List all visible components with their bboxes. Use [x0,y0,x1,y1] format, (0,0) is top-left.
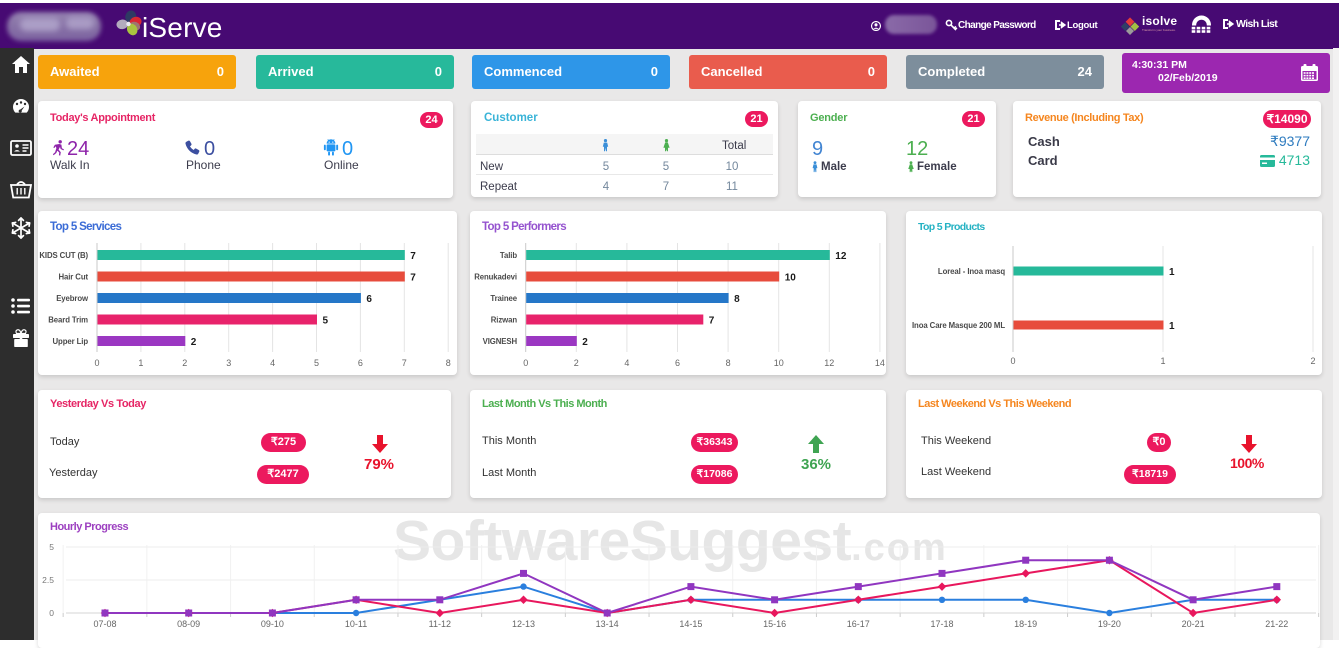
svg-text:16-17: 16-17 [847,619,870,629]
svg-text:1: 1 [1169,321,1175,332]
svg-text:5: 5 [323,316,329,327]
svg-text:0: 0 [1010,356,1015,366]
svg-text:8: 8 [446,358,451,368]
svg-text:19-20: 19-20 [1098,619,1121,629]
svg-text:Loreal - Inoa masq: Loreal - Inoa masq [938,267,1005,276]
svg-text:8: 8 [726,358,731,368]
svg-text:09-10: 09-10 [261,619,284,629]
svg-text:2: 2 [182,358,187,368]
svg-text:Rizwan: Rizwan [491,316,518,325]
svg-text:0: 0 [49,608,54,618]
svg-text:18-19: 18-19 [1014,619,1037,629]
svg-text:1: 1 [1160,356,1165,366]
svg-text:2: 2 [574,358,579,368]
svg-text:8: 8 [734,294,740,305]
svg-text:2: 2 [191,337,197,348]
svg-text:Inoa Care Masque 200 ML: Inoa Care Masque 200 ML [912,321,1005,330]
svg-text:3: 3 [226,358,231,368]
svg-text:6: 6 [675,358,680,368]
svg-text:7: 7 [709,316,715,327]
svg-text:14-15: 14-15 [679,619,702,629]
svg-text:7: 7 [410,273,416,284]
svg-text:08-09: 08-09 [177,619,200,629]
svg-text:Upper Lip: Upper Lip [53,337,89,346]
svg-text:0: 0 [94,358,99,368]
svg-text:17-18: 17-18 [930,619,953,629]
svg-text:KIDS CUT (B): KIDS CUT (B) [39,251,88,260]
svg-text:13-14: 13-14 [596,619,619,629]
svg-text:2: 2 [1310,356,1315,366]
svg-text:7: 7 [410,251,416,262]
svg-text:12: 12 [824,358,834,368]
svg-text:6: 6 [358,358,363,368]
svg-text:2: 2 [582,337,588,348]
svg-text:0: 0 [523,358,528,368]
svg-text:14: 14 [875,358,885,368]
svg-text:12: 12 [835,251,847,262]
svg-text:10: 10 [774,358,784,368]
svg-text:10-11: 10-11 [345,619,367,629]
svg-text:4: 4 [270,358,275,368]
svg-text:7: 7 [402,358,407,368]
svg-text:5: 5 [314,358,319,368]
svg-text:10: 10 [785,273,797,284]
svg-text:1: 1 [1169,267,1175,278]
svg-text:Renukadevi: Renukadevi [474,273,517,282]
svg-text:Talib: Talib [500,251,517,260]
svg-text:15-16: 15-16 [763,619,786,629]
svg-text:6: 6 [366,294,372,305]
svg-text:Eyebrow: Eyebrow [56,294,89,303]
svg-text:VIGNESH: VIGNESH [483,337,518,346]
svg-text:1: 1 [138,358,143,368]
svg-text:Trainee: Trainee [490,294,517,303]
svg-text:11-12: 11-12 [429,619,451,629]
svg-text:20-21: 20-21 [1182,619,1205,629]
svg-text:2.5: 2.5 [42,575,54,585]
svg-text:5: 5 [49,542,54,552]
svg-text:07-08: 07-08 [93,619,116,629]
svg-text:Beard Trim: Beard Trim [48,316,88,325]
svg-text:12-13: 12-13 [512,619,535,629]
svg-text:21-22: 21-22 [1265,619,1288,629]
svg-text:4: 4 [624,358,629,368]
svg-text:Hair Cut: Hair Cut [58,273,88,282]
